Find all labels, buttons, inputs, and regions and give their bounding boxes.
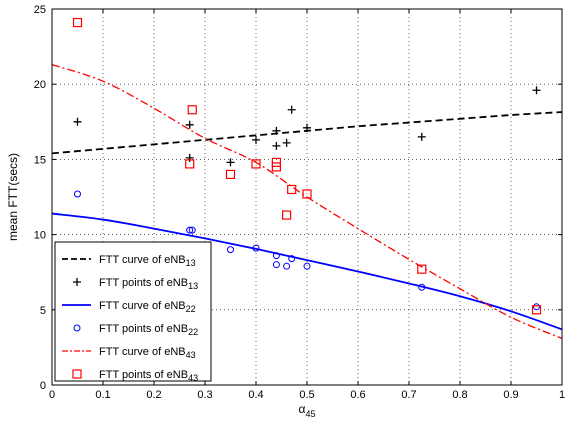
data-point-enb22 [288,255,296,263]
x-tick-label: 0.4 [248,389,263,401]
data-point-enb22 [533,303,540,311]
legend-entry-label: FTT curve of eNB13 [99,254,196,268]
data-point-enb13 [303,123,311,132]
x-tick-label: 0.3 [197,389,212,401]
data-point-enb22 [303,262,311,270]
data-point-enb13 [272,141,281,150]
y-tick-label: 25 [34,4,46,16]
y-tick-label: 15 [34,154,46,166]
data-point-enb13 [185,120,194,129]
data-point-enb43 [251,159,261,169]
y-tick-label: 5 [40,305,46,317]
data-point-enb13 [73,117,82,126]
data-point-enb13 [185,153,194,162]
x-tick-label: 0.8 [452,389,467,401]
x-tick-label: 0.6 [350,389,365,401]
data-point-enb43 [225,169,236,180]
data-point-enb22 [283,262,291,270]
x-tick-label: 0.7 [401,389,416,401]
y-tick-label: 20 [34,79,46,91]
data-point-enb43 [187,105,197,115]
data-point-enb43 [271,157,281,168]
data-point-enb22 [74,190,81,198]
data-point-enb22 [272,261,280,269]
x-tick-label: 0.1 [95,389,110,401]
data-point-enb13 [532,86,541,95]
x-tick-label: 0 [49,389,55,401]
legend-entry-label: FTT points of eNB22 [99,323,198,337]
data-point-enb22 [188,226,196,234]
data-point-enb22 [252,244,260,252]
x-tick-label: 0.9 [503,389,518,401]
data-point-enb22 [186,226,194,234]
data-point-enb13 [417,132,426,141]
data-point-enb43 [287,184,297,195]
series-markers [72,17,542,315]
data-point-enb13 [226,158,235,167]
data-point-enb13 [282,138,291,147]
data-point-enb22 [272,252,280,260]
series-line-enb22 [51,212,563,331]
legend-entry-label: FTT points of eNB13 [99,277,198,291]
data-point-enb13 [272,126,281,135]
legend-entry-label: FTT curve of eNB43 [99,346,196,360]
y-tick-label: 0 [40,380,46,392]
legend: FTT curve of eNB13 FTT points of eNB13 FTT… [54,241,212,383]
series-line-enb43 [51,64,563,339]
legend-marker-enb13 [73,278,81,286]
legend-marker-enb43 [72,369,82,379]
data-point-enb13 [287,105,296,114]
data-point-enb43 [531,305,542,315]
x-tick-label: 0.2 [146,389,161,401]
y-tick-label: 10 [34,230,46,242]
data-point-enb43 [302,189,312,199]
y-axis-label: mean FTT(secs) [6,153,20,241]
data-point-enb13 [252,135,260,144]
x-tick-label: 0.5 [299,389,314,401]
x-axis-label: α45 [299,402,316,419]
data-point-enb43 [417,264,427,274]
x-tick-label: 1 [559,389,565,401]
data-point-enb43 [282,210,292,220]
data-point-enb22 [227,246,234,254]
data-point-enb43 [72,17,83,28]
legend-entry-label: FTT points of eNB43 [99,369,198,383]
legend-entry-label: FTT curve of eNB22 [99,300,196,314]
legend-box [54,241,212,382]
data-point-enb43 [185,159,195,169]
data-point-enb22 [418,283,426,291]
legend-marker-enb22 [73,324,81,332]
